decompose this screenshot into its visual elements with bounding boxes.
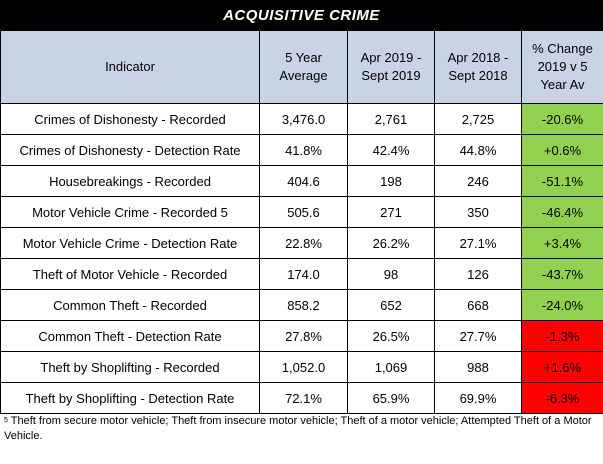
table-row: Theft by Shoplifting - Detection Rate 72.… (0, 382, 603, 414)
cell-apr-2018-sept-2018: 27.1% (434, 227, 522, 259)
cell-5-year-average: 1,052.0 (259, 351, 348, 383)
cell-apr-2018-sept-2018: 44.8% (434, 134, 522, 166)
table-row: Common Theft - Recorded 858.2 652 668 -24.0% (0, 289, 603, 321)
cell-indicator: Motor Vehicle Crime - Recorded 5 (0, 196, 260, 228)
cell-indicator: Theft by Shoplifting - Recorded (0, 351, 260, 383)
cell-apr-2018-sept-2018: 126 (434, 258, 522, 290)
cell-indicator: Theft by Shoplifting - Detection Rate (0, 382, 260, 414)
header-row: Indicator 5 Year Average Apr 2019 - Sept… (0, 30, 603, 104)
header-percent-change: % Change 2019 v 5 Year Av (521, 30, 603, 104)
cell-apr-2019-sept-2019: 1,069 (347, 351, 435, 383)
cell-percent-change: -46.4% (521, 196, 603, 228)
cell-apr-2018-sept-2018: 350 (434, 196, 522, 228)
cell-apr-2019-sept-2019: 26.2% (347, 227, 435, 259)
cell-indicator: Crimes of Dishonesty - Detection Rate (0, 134, 260, 166)
cell-apr-2018-sept-2018: 2,725 (434, 103, 522, 135)
cell-apr-2019-sept-2019: 198 (347, 165, 435, 197)
cell-percent-change: -51.1% (521, 165, 603, 197)
table-header: Indicator 5 Year Average Apr 2019 - Sept… (0, 30, 603, 104)
cell-apr-2018-sept-2018: 668 (434, 289, 522, 321)
cell-percent-change: -43.7% (521, 258, 603, 290)
header-apr-2019-sept-2019: Apr 2019 - Sept 2019 (347, 30, 435, 104)
cell-5-year-average: 505.6 (259, 196, 348, 228)
cell-apr-2019-sept-2019: 271 (347, 196, 435, 228)
table-title: ACQUISITIVE CRIME (0, 0, 603, 30)
cell-percent-change: +0.6% (521, 134, 603, 166)
table-row: Motor Vehicle Crime - Detection Rate 22.8… (0, 227, 603, 259)
table-row: Common Theft - Detection Rate 27.8% 26.5% 2… (0, 320, 603, 352)
header-indicator: Indicator (0, 30, 260, 104)
cell-apr-2019-sept-2019: 26.5% (347, 320, 435, 352)
cell-5-year-average: 27.8% (259, 320, 348, 352)
cell-apr-2019-sept-2019: 652 (347, 289, 435, 321)
cell-percent-change: -6.3% (521, 382, 603, 414)
cell-apr-2019-sept-2019: 65.9% (347, 382, 435, 414)
cell-percent-change: -1.3% (521, 320, 603, 352)
cell-percent-change: -20.6% (521, 103, 603, 135)
table-row: Crimes of Dishonesty - Recorded 3,476.0 2,… (0, 103, 603, 135)
cell-indicator: Common Theft - Detection Rate (0, 320, 260, 352)
header-apr-2018-sept-2018: Apr 2018 - Sept 2018 (434, 30, 522, 104)
cell-5-year-average: 3,476.0 (259, 103, 348, 135)
cell-indicator: Theft of Motor Vehicle - Recorded (0, 258, 260, 290)
cell-indicator: Motor Vehicle Crime - Detection Rate (0, 227, 260, 259)
cell-apr-2019-sept-2019: 42.4% (347, 134, 435, 166)
cell-indicator: Housebreakings - Recorded (0, 165, 260, 197)
table-row: Theft of Motor Vehicle - Recorded 174.0 98… (0, 258, 603, 290)
cell-5-year-average: 41.8% (259, 134, 348, 166)
crime-table: Indicator 5 Year Average Apr 2019 - Sept… (0, 30, 603, 414)
table-row: Crimes of Dishonesty - Detection Rate 41.… (0, 134, 603, 166)
footnote: 5 Theft from secure motor vehicle; Theft… (4, 414, 594, 444)
table-row: Housebreakings - Recorded 404.6 198 246 -51.… (0, 165, 603, 197)
cell-indicator: Crimes of Dishonesty - Recorded (0, 103, 260, 135)
cell-5-year-average: 404.6 (259, 165, 348, 197)
table-row: Motor Vehicle Crime - Recorded 5 505.6 271… (0, 196, 603, 228)
cell-5-year-average: 72.1% (259, 382, 348, 414)
cell-apr-2019-sept-2019: 98 (347, 258, 435, 290)
cell-5-year-average: 22.8% (259, 227, 348, 259)
cell-percent-change: -24.0% (521, 289, 603, 321)
cell-5-year-average: 174.0 (259, 258, 348, 290)
cell-apr-2019-sept-2019: 2,761 (347, 103, 435, 135)
table-body: Crimes of Dishonesty - Recorded 3,476.0 2,… (0, 103, 603, 414)
cell-apr-2018-sept-2018: 69.9% (434, 382, 522, 414)
cell-5-year-average: 858.2 (259, 289, 348, 321)
footnote-marker: 5 (4, 417, 8, 424)
header-5-year-average: 5 Year Average (259, 30, 348, 104)
cell-apr-2018-sept-2018: 988 (434, 351, 522, 383)
cell-apr-2018-sept-2018: 246 (434, 165, 522, 197)
cell-percent-change: +1.6% (521, 351, 603, 383)
table-row: Theft by Shoplifting - Recorded 1,052.0 1,… (0, 351, 603, 383)
cell-indicator: Common Theft - Recorded (0, 289, 260, 321)
footnote-text: Theft from secure motor vehicle; Theft f… (4, 415, 592, 442)
cell-percent-change: +3.4% (521, 227, 603, 259)
cell-apr-2018-sept-2018: 27.7% (434, 320, 522, 352)
